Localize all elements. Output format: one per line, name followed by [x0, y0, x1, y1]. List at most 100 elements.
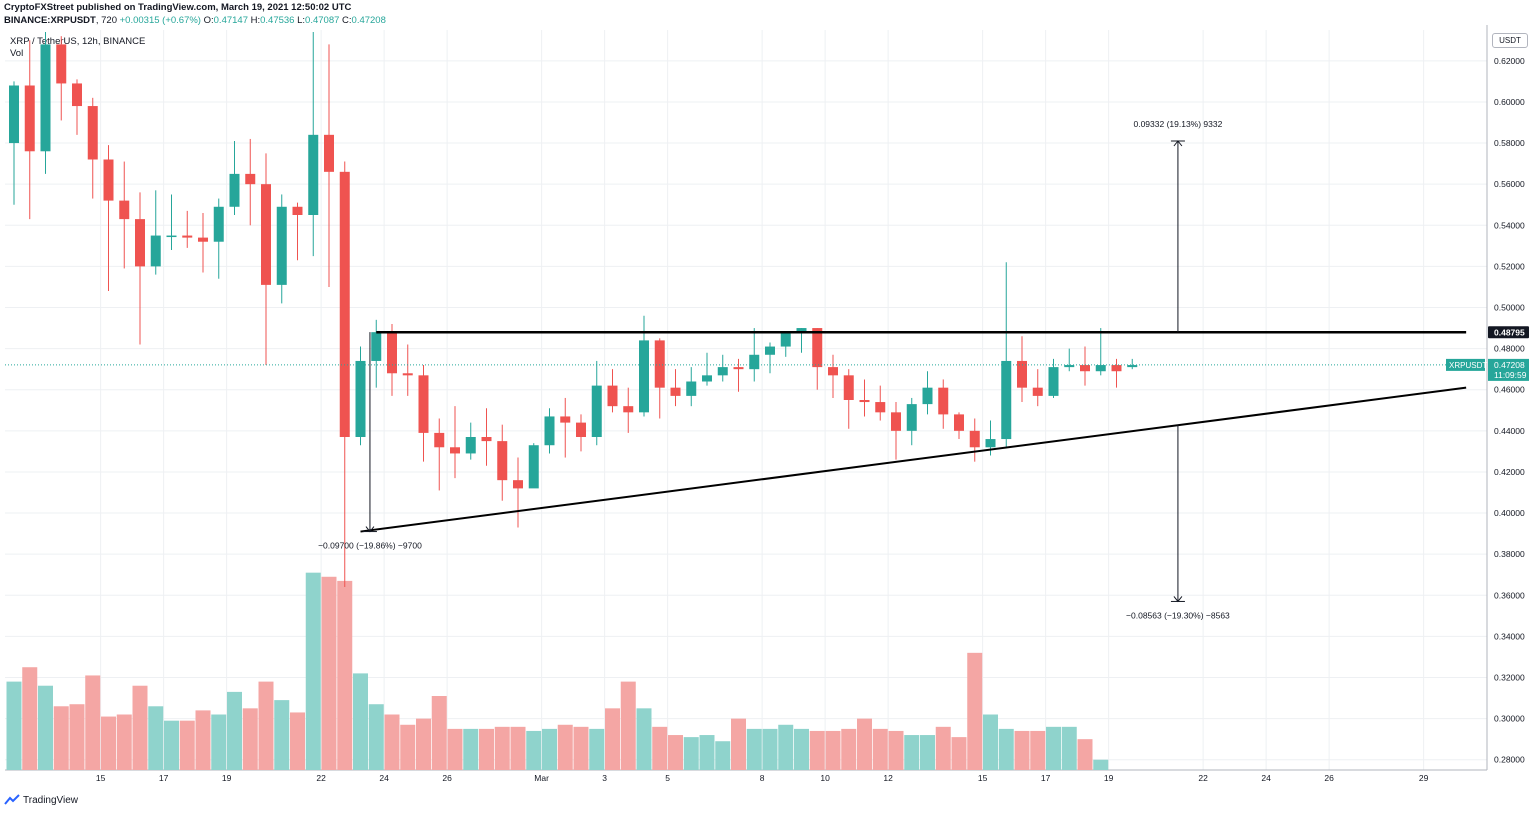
- trendlines[interactable]: [5, 331, 1487, 533]
- candle-body: [324, 134, 334, 172]
- support-trendline: [360, 386, 1467, 533]
- candle-body: [969, 430, 980, 448]
- volume-bar: [416, 718, 431, 770]
- volume-bar: [652, 726, 668, 770]
- price-tick-label: 0.28000: [1494, 755, 1525, 765]
- volume-bar: [227, 691, 242, 770]
- volume-bar: [479, 728, 494, 770]
- volume-bar: [1077, 739, 1093, 770]
- candle-body: [1017, 360, 1027, 388]
- candle-body: [1032, 387, 1043, 396]
- time-tick-label: 24: [1261, 773, 1271, 783]
- price-tick-label: 0.38000: [1494, 549, 1525, 559]
- measure-arrowhead: [365, 526, 375, 533]
- candle-body: [1095, 365, 1106, 372]
- volume-bar: [904, 735, 920, 770]
- volume-bar: [762, 728, 778, 770]
- volume-bar: [841, 728, 857, 770]
- measure-tools[interactable]: −0.09700 (−19.86%) −9700 0.09332 (19.13%)…: [318, 119, 1230, 620]
- candle-body: [607, 385, 618, 407]
- volume-bar: [746, 728, 762, 770]
- volume-bar: [510, 726, 526, 770]
- price-tick-label: 0.42000: [1494, 467, 1525, 477]
- measure-arrowhead: [1173, 140, 1183, 147]
- volume-bar: [258, 681, 274, 770]
- interval-label: 720: [101, 15, 117, 26]
- volume-bar: [1030, 730, 1046, 770]
- candle-body: [9, 85, 19, 144]
- candle-body: [560, 416, 571, 423]
- candle-body: [1080, 365, 1090, 372]
- candle-body: [402, 373, 413, 376]
- volume-bar: [6, 681, 22, 770]
- candle-body: [828, 367, 838, 376]
- candle-body: [182, 235, 193, 238]
- price-tick-label: 0.36000: [1494, 590, 1525, 600]
- candle-body: [198, 237, 208, 242]
- candle-body: [906, 404, 917, 431]
- volume-bar: [274, 700, 290, 770]
- price-axis[interactable]: 0.28000 0.30000 0.32000 0.34000 0.36000 0.380…: [1446, 56, 1529, 765]
- volume-bar: [179, 720, 195, 770]
- tradingview-footer[interactable]: TradingView: [4, 794, 78, 806]
- candle-body: [261, 184, 271, 285]
- volume-bar: [778, 724, 794, 770]
- candle-body: [1064, 365, 1075, 368]
- volume-bar: [69, 704, 85, 770]
- time-tick-label: 29: [1419, 773, 1429, 783]
- time-tick-label: Mar: [534, 773, 549, 783]
- candle-body: [513, 480, 523, 489]
- candle-body: [576, 422, 586, 437]
- candle-body: [749, 354, 760, 370]
- candle-body: [1127, 365, 1138, 368]
- candle-body: [1048, 367, 1059, 396]
- candle-body: [765, 346, 775, 355]
- candle-body: [623, 406, 634, 413]
- volume-bar: [494, 726, 510, 770]
- price-tick-label: 0.58000: [1494, 138, 1525, 148]
- candle-body: [150, 235, 161, 267]
- low-value: 0.47087: [305, 15, 340, 26]
- volume-bar: [53, 706, 69, 770]
- volume-bar: [1014, 730, 1030, 770]
- time-tick-label: 15: [978, 773, 988, 783]
- volume-bar: [353, 673, 368, 770]
- volume-bar: [85, 675, 101, 770]
- candle-body: [245, 173, 256, 185]
- candle-body: [87, 106, 98, 160]
- candle-body: [717, 367, 728, 376]
- currency-selector[interactable]: USDT: [1492, 33, 1528, 48]
- time-axis[interactable]: 15 17 19 22 24 26 Mar 3 5 8 10 12 15 17 19 22 24 26 29: [96, 773, 1429, 783]
- volume-bar: [211, 714, 227, 770]
- candle-body: [702, 375, 712, 382]
- candle-body: [387, 332, 397, 374]
- volume-bar: [542, 728, 557, 770]
- volume-bar: [699, 735, 715, 770]
- price-tick-label: 0.40000: [1494, 508, 1525, 518]
- volume-bar: [731, 718, 746, 770]
- price-tick-label: 0.46000: [1494, 385, 1525, 395]
- volume-bar: [825, 730, 841, 770]
- chart-legend-title[interactable]: XRP / TetherUS, 12h, BINANCE: [10, 36, 146, 47]
- time-tick-label: 8: [760, 773, 765, 783]
- price-tick-label: 0.62000: [1494, 56, 1525, 66]
- candle-body: [1001, 360, 1012, 440]
- price-tick-label: 0.44000: [1494, 426, 1525, 436]
- volume-legend[interactable]: Vol: [10, 48, 24, 59]
- time-tick-label: 19: [1104, 773, 1114, 783]
- time-tick-label: 26: [442, 773, 452, 783]
- volume-bar: [605, 708, 620, 770]
- candle-body: [733, 367, 744, 370]
- candle-body: [465, 437, 476, 454]
- volume-bar: [132, 685, 148, 770]
- time-tick-label: 19: [222, 773, 232, 783]
- candle-body: [985, 439, 996, 448]
- candle-body: [72, 83, 82, 107]
- open-key: O:: [203, 15, 214, 26]
- volume-bar: [400, 724, 416, 770]
- candle-body: [292, 206, 303, 215]
- volume-bar: [636, 708, 652, 770]
- volume-bar: [463, 728, 479, 770]
- candle-body: [24, 85, 35, 152]
